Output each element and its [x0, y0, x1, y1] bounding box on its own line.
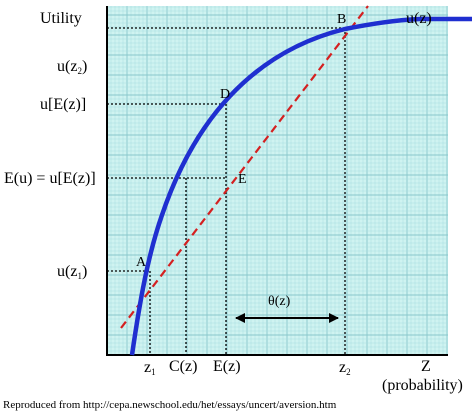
- chord-line: [120, 5, 369, 329]
- point-b-label: B: [337, 12, 346, 27]
- label-u-z1-main: u(z: [57, 263, 77, 280]
- source-credit: Reproduced from http://cepa.newschool.ed…: [3, 399, 337, 411]
- curve-label: u(z): [406, 10, 432, 27]
- label-eu: E(u) = u[E(z)]: [4, 170, 96, 187]
- guide-lines: [107, 27, 346, 355]
- label-z1: z1: [144, 359, 156, 377]
- label-u-z1-sub: 1: [77, 271, 82, 281]
- label-u-ez: u[E(z)]: [40, 96, 86, 113]
- label-u-z2-main: u(z: [57, 58, 77, 75]
- label-z1-main: z: [144, 359, 151, 376]
- label-u-z1-tail: ): [82, 263, 87, 280]
- label-u-z2-tail: ): [82, 58, 87, 75]
- y-axis-title: Utility: [40, 10, 82, 27]
- label-z2-main: z: [339, 359, 346, 376]
- point-a-label: A: [136, 255, 147, 270]
- label-u-z2-sub: 2: [77, 66, 82, 76]
- plot-grid: [106, 6, 448, 356]
- point-e-label: E: [238, 172, 247, 187]
- x-axis-title: Z: [421, 358, 431, 375]
- theta-label: θ(z): [268, 294, 291, 309]
- label-z1-sub: 1: [151, 367, 156, 377]
- label-z2-sub: 2: [346, 367, 351, 377]
- point-d-label: D: [220, 87, 230, 102]
- label-ez: E(z): [213, 358, 241, 375]
- label-u-z2: u(z2): [57, 58, 87, 76]
- label-z2: z2: [339, 359, 351, 377]
- utility-curve: [129, 16, 472, 356]
- x-axis-subtitle: (probability): [382, 377, 463, 394]
- label-u-z1: u(z1): [57, 263, 87, 281]
- label-cz: C(z): [169, 358, 197, 375]
